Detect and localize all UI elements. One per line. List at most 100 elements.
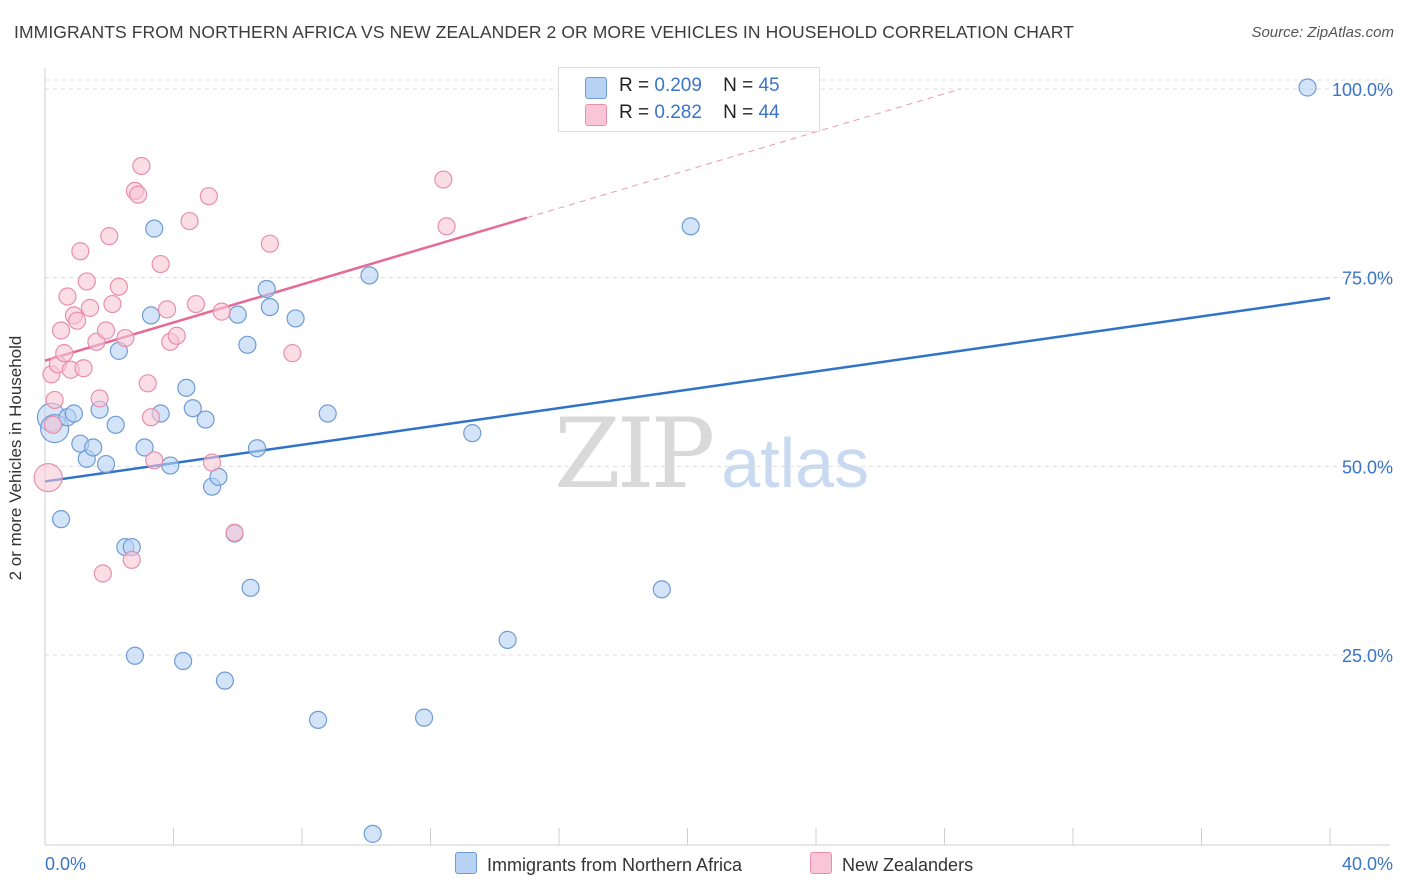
data-point-immigrants [1298,78,1317,97]
data-point-immigrants [247,439,267,458]
legend-r-label: R = [619,102,650,123]
trend-line-immigrants [44,296,1331,483]
x-tick-label: 0.0% [45,854,86,874]
data-point-newzealanders [212,302,231,321]
bottom-legend-label: New Zealanders [842,855,974,875]
data-point-newzealanders [122,550,141,570]
legend-swatch-pink [585,104,607,126]
legend-n-label: N = [723,102,754,123]
data-point-immigrants [196,410,215,429]
data-point-newzealanders [116,328,135,348]
bottom-legend-immigrants: Immigrants from Northern Africa [455,852,742,876]
series-newzealanders-points [33,156,456,583]
legend-r-value: 0.209 [654,75,702,96]
data-point-immigrants [308,710,328,730]
data-point-immigrants [96,454,116,474]
legend-n-value: 45 [758,75,780,96]
source-label: Source: ZipAtlas.com [1251,24,1394,41]
x-tick-label: 40.0% [1342,854,1393,874]
y-tick-label: 50.0% [1342,457,1393,477]
y-tick-label: 75.0% [1342,269,1393,289]
data-point-newzealanders [132,156,151,176]
data-point-newzealanders [260,234,279,253]
data-point-immigrants [463,424,482,443]
data-point-newzealanders [80,298,100,317]
trend-lines [44,88,1331,483]
data-point-immigrants [125,646,145,665]
axes [44,68,1390,846]
data-point-newzealanders [157,300,177,319]
data-point-newzealanders [55,344,74,363]
trend-line-extension [526,88,961,219]
bottom-legend-swatch-pink [810,852,832,874]
legend-swatch-blue [585,77,607,99]
legend-r-value: 0.282 [654,102,702,123]
data-point-newzealanders [77,272,96,291]
data-point-newzealanders [167,326,186,345]
data-point-newzealanders [199,187,218,206]
data-point-immigrants [286,309,305,328]
data-point-immigrants [51,510,71,529]
data-point-immigrants [84,438,103,457]
data-point-newzealanders [283,344,302,363]
data-point-newzealanders [138,374,157,393]
data-point-newzealanders [109,277,128,296]
watermark: ZIP atlas [554,398,869,510]
data-point-immigrants [363,824,382,843]
data-point-newzealanders [180,211,199,231]
data-point-newzealanders [437,217,456,236]
data-point-newzealanders [186,294,206,314]
data-point-newzealanders [96,321,116,340]
data-point-newzealanders [100,227,119,246]
legend-n-label: N = [723,75,754,96]
data-point-immigrants [241,578,260,597]
data-point-immigrants [177,378,196,397]
data-point-newzealanders [145,451,164,470]
data-point-newzealanders [141,408,161,427]
y-tick-label: 25.0% [1342,646,1393,666]
gridlines [45,79,1390,656]
correlation-legend: R = 0.209 N = 45 R = 0.282 N = 44 [558,67,820,132]
watermark-atlas: atlas [721,424,870,502]
bottom-legend-swatch-blue [455,852,477,874]
data-point-newzealanders [434,170,453,189]
chart-title: IMMIGRANTS FROM NORTHERN AFRICA VS NEW Z… [14,22,1074,42]
data-point-immigrants [681,217,700,236]
data-point-newzealanders [129,185,148,204]
data-point-newzealanders [103,294,122,314]
data-point-immigrants [228,305,247,324]
data-point-immigrants [257,279,276,299]
data-point-newzealanders [43,415,63,434]
data-point-newzealanders [74,359,93,378]
data-point-newzealanders [58,287,77,306]
data-point-newzealanders [68,311,87,330]
bottom-legend-newzealanders: New Zealanders [810,852,973,876]
data-point-immigrants [135,438,154,457]
data-point-immigrants [141,306,161,325]
data-point-immigrants [414,708,434,727]
data-point-newzealanders [45,390,64,410]
data-point-immigrants [183,399,202,418]
data-point-immigrants [238,335,257,354]
series-immigrants-points [36,78,1317,843]
data-point-newzealanders [151,254,170,274]
data-point-newzealanders [202,453,222,472]
data-point-immigrants [161,456,180,475]
data-point-newzealanders [33,463,63,493]
data-point-immigrants [174,651,193,671]
y-tick-label: 100.0% [1332,80,1393,100]
data-point-immigrants [260,297,279,317]
data-point-newzealanders [93,564,112,583]
data-point-immigrants [106,415,125,434]
data-point-newzealanders [51,321,71,340]
data-point-immigrants [360,266,379,285]
data-point-newzealanders [71,242,90,261]
data-point-immigrants [318,404,337,423]
data-point-immigrants [498,630,517,650]
tick-labels: 25.0% 50.0% 75.0% 100.0% 0.0% 40.0% [45,80,1393,874]
data-point-immigrants [215,671,234,690]
legend-n-value: 44 [758,102,780,123]
legend-r-label: R = [619,75,650,96]
data-point-immigrants [145,219,164,238]
